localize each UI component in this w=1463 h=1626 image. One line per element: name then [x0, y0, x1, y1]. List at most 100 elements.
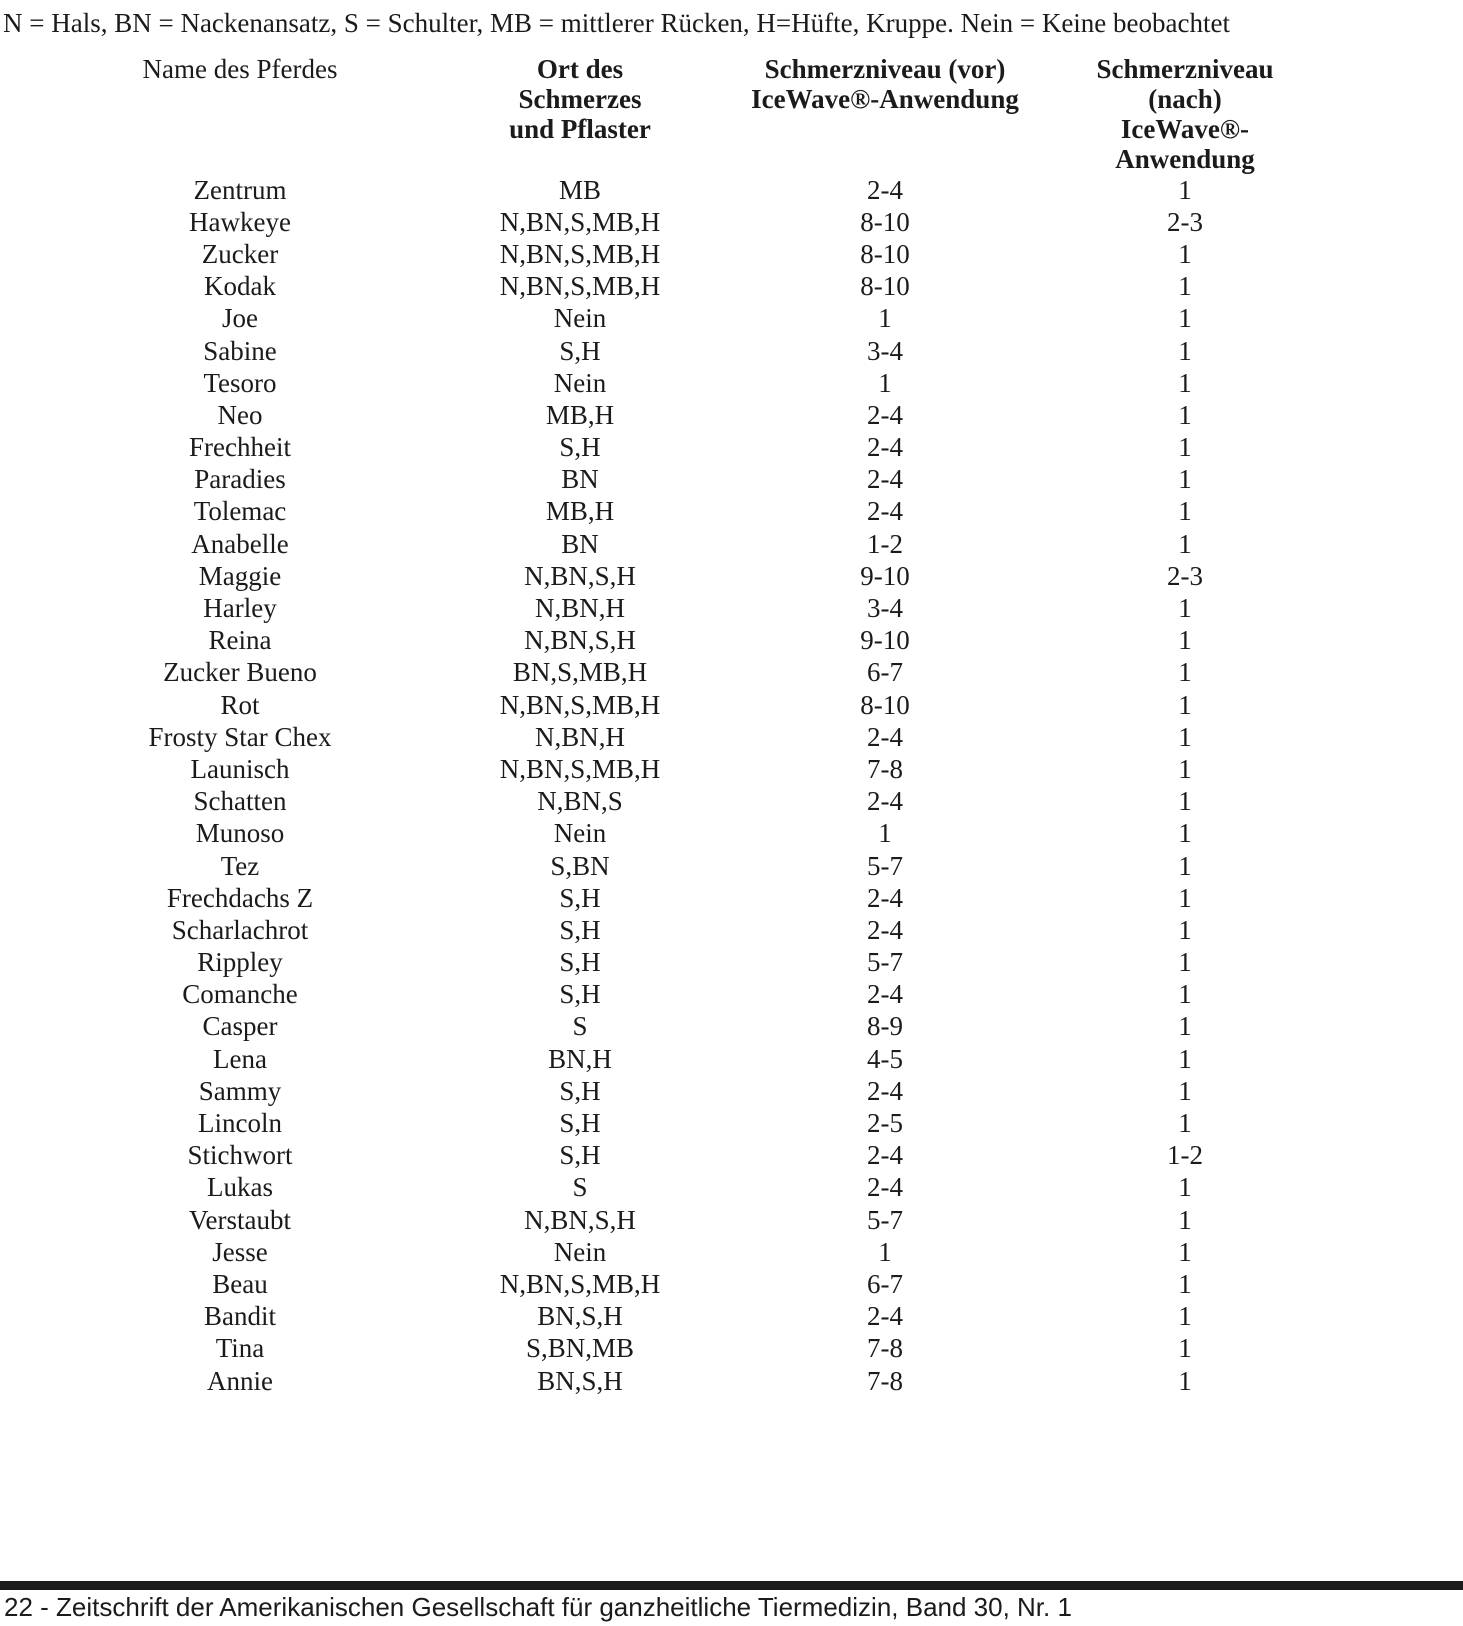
cell-pain-after: 1 [1178, 174, 1192, 205]
table-row: Zentrum MB 2-4 1 [0, 174, 1280, 206]
table-row: Tez S,BN 5-7 1 [0, 850, 1280, 882]
cell-pain-before: 9-10 [860, 560, 910, 591]
cell-pain-location: BN,H [548, 1043, 612, 1074]
cell-horse-name: Zucker [201, 238, 279, 269]
cell-pain-before: 2-4 [867, 496, 903, 527]
table-row: Zucker N,BN,S,MB,H 8-10 1 [0, 238, 1280, 270]
cell-pain-location: MB,H [545, 496, 615, 527]
cell-pain-location: N,BN,S,MB,H [499, 238, 661, 269]
cell-horse-name: Verstaubt [189, 1204, 291, 1235]
cell-horse-name: Stichwort [187, 1140, 293, 1171]
table-row: Stichwort S,H 2-4 1-2 [0, 1140, 1280, 1172]
table-row: Paradies BN 2-4 1 [0, 464, 1280, 496]
table-row: Annie BN,S,H 7-8 1 [0, 1365, 1280, 1397]
cell-pain-before: 2-4 [867, 1140, 903, 1171]
cell-pain-before: 2-4 [867, 432, 903, 463]
column-header-horse-name: Name des Pferdes [0, 54, 480, 174]
cell-pain-location: S,H [559, 979, 601, 1010]
cell-pain-after: 1 [1178, 528, 1192, 559]
cell-pain-before: 1 [878, 1236, 892, 1267]
cell-pain-before: 2-4 [867, 464, 903, 495]
table-row: Frechdachs Z S,H 2-4 1 [0, 882, 1280, 914]
cell-pain-before: 9-10 [860, 625, 910, 656]
cell-pain-after: 1 [1178, 1333, 1192, 1364]
cell-horse-name: Anabelle [191, 528, 289, 559]
table-row: Maggie N,BN,S,H 9-10 2-3 [0, 560, 1280, 592]
cell-horse-name: Reina [208, 625, 272, 656]
table-row: Frosty Star Chex N,BN,H 2-4 1 [0, 721, 1280, 753]
cell-pain-after: 1 [1178, 303, 1192, 334]
cell-pain-location: S,H [559, 1140, 601, 1171]
column-header-line: IceWave®-Anwendung [751, 84, 1019, 114]
cell-pain-location: Nein [553, 1236, 607, 1267]
table-row: Tesoro Nein 1 1 [0, 367, 1280, 399]
cell-pain-after: 1 [1178, 979, 1192, 1010]
footer-journal-citation: 22 - Zeitschrift der Amerikanischen Gese… [4, 1592, 1072, 1622]
cell-pain-location: N,BN,H [534, 721, 625, 752]
cell-pain-location: N,BN,H [534, 593, 625, 624]
cell-horse-name: Joe [222, 303, 258, 334]
cell-horse-name: Casper [202, 1011, 278, 1042]
cell-horse-name: Tina [215, 1333, 265, 1364]
cell-pain-location: S,H [559, 335, 601, 366]
cell-horse-name: Munoso [195, 818, 285, 849]
cell-pain-after: 1 [1178, 1204, 1192, 1235]
cell-horse-name: Tez [220, 850, 260, 881]
cell-pain-location: N,BN,S,MB,H [499, 1268, 661, 1299]
cell-pain-before: 2-4 [867, 1075, 903, 1106]
cell-horse-name: Bandit [204, 1301, 276, 1332]
table-row: Reina N,BN,S,H 9-10 1 [0, 625, 1280, 657]
cell-pain-after: 1 [1178, 1011, 1192, 1042]
cell-pain-before: 2-4 [867, 979, 903, 1010]
cell-pain-after: 1 [1178, 786, 1192, 817]
cell-pain-before: 7-8 [867, 1333, 903, 1364]
cell-pain-after: 1 [1178, 625, 1192, 656]
cell-pain-before: 5-7 [867, 947, 903, 978]
cell-pain-before: 8-9 [867, 1011, 903, 1042]
table-row: Rippley S,H 5-7 1 [0, 947, 1280, 979]
cell-horse-name: Launisch [190, 753, 290, 784]
cell-pain-before: 3-4 [867, 335, 903, 366]
column-header-line: und Pflaster [509, 114, 651, 144]
cell-pain-after: 1 [1178, 721, 1192, 752]
cell-horse-name: Paradies [194, 464, 286, 495]
cell-horse-name: Lena [213, 1043, 267, 1074]
cell-pain-before: 3-4 [867, 593, 903, 624]
cell-pain-location: S,H [559, 947, 601, 978]
cell-pain-after: 1 [1178, 238, 1192, 269]
cell-pain-after: 1 [1178, 818, 1192, 849]
cell-pain-location: Nein [553, 818, 607, 849]
cell-pain-after: 1 [1178, 1365, 1192, 1396]
table-row: Jesse Nein 1 1 [0, 1236, 1280, 1268]
cell-pain-before: 6-7 [867, 1268, 903, 1299]
table-row: Lincoln S,H 2-5 1 [0, 1107, 1280, 1139]
cell-horse-name: Rippley [197, 947, 283, 978]
column-header-line: Schmerzniveau (nach) [1096, 54, 1274, 114]
cell-horse-name: Zucker Bueno [163, 657, 317, 688]
cell-pain-location: N,BN,S,MB,H [499, 271, 661, 302]
cell-pain-before: 2-4 [867, 721, 903, 752]
cell-horse-name: Tolemac [193, 496, 287, 527]
cell-pain-before: 1 [878, 303, 892, 334]
cell-horse-name: Comanche [182, 979, 298, 1010]
cell-pain-location: S,H [559, 914, 601, 945]
cell-pain-location: N,BN,S,H [524, 625, 636, 656]
cell-pain-after: 1 [1178, 399, 1192, 430]
cell-pain-before: 2-4 [867, 399, 903, 430]
cell-pain-location: S [572, 1011, 588, 1042]
table-body: Zentrum MB 2-4 1 Hawkeye N,BN,S,MB,H 8-10 2-3 Zu… [0, 174, 1280, 1397]
cell-horse-name: Annie [207, 1365, 273, 1396]
cell-pain-before: 7-8 [867, 753, 903, 784]
cell-horse-name: Zentrum [193, 174, 287, 205]
cell-pain-location: MB [558, 174, 602, 205]
table-row: Bandit BN,S,H 2-4 1 [0, 1301, 1280, 1333]
pain-study-table: Name des Pferdes Ort des Schmerzes und P… [0, 54, 1280, 1397]
cell-horse-name: Sammy [198, 1075, 282, 1106]
cell-pain-before: 8-10 [860, 206, 910, 237]
cell-pain-before: 2-5 [867, 1108, 903, 1139]
cell-pain-after: 1 [1178, 689, 1192, 720]
table-row: Scharlachrot S,H 2-4 1 [0, 914, 1280, 946]
table-row: Casper S 8-9 1 [0, 1011, 1280, 1043]
footer-divider [0, 1581, 1463, 1590]
cell-pain-location: Nein [553, 367, 607, 398]
